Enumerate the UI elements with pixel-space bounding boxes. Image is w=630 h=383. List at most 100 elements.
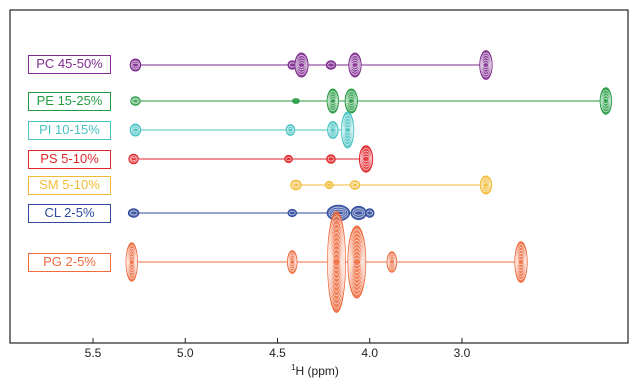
contour-ring	[343, 123, 352, 137]
contour-peak	[129, 58, 142, 72]
series-layer	[125, 50, 613, 313]
contour-ring	[285, 156, 292, 162]
x-axis-tick-label: 3.0	[454, 346, 471, 360]
contour-ring	[288, 254, 297, 270]
contour-ring	[132, 99, 139, 103]
contour-peak	[325, 60, 337, 70]
contour-ring	[354, 210, 364, 216]
contour-ring	[286, 126, 295, 134]
contour-peak	[479, 50, 493, 80]
contour-ring	[364, 208, 375, 218]
x-axis: 5.5 5.0 4.5 4.0 3.0	[85, 338, 471, 360]
contour-ring	[480, 52, 492, 78]
contour-ring	[515, 244, 527, 280]
contour-ring	[350, 57, 360, 73]
contour-ring	[297, 59, 306, 71]
contour-ring	[347, 95, 356, 107]
plot-frame	[9, 9, 629, 344]
contour-peak	[284, 154, 293, 164]
contour-ring	[479, 175, 493, 195]
contour-ring	[516, 252, 526, 272]
contour-ring	[359, 148, 373, 170]
contour-ring	[350, 243, 364, 281]
contour-ring	[389, 259, 395, 265]
contour-peak	[326, 154, 336, 164]
contour-peak	[286, 250, 298, 274]
contour-ring	[517, 255, 525, 269]
contour-ring	[516, 249, 526, 275]
contour-ring	[343, 120, 353, 140]
contour-ring	[366, 210, 373, 216]
contour-ring	[350, 59, 360, 71]
series-group	[130, 87, 613, 115]
contour-peak	[290, 179, 302, 191]
contour-ring	[328, 125, 337, 135]
contour-peak	[340, 111, 355, 149]
x-axis-title-text: H (ppm)	[295, 364, 339, 378]
legend-item: PC 45-50%	[28, 55, 111, 74]
contour-peak	[130, 96, 141, 106]
contour-ring	[348, 232, 365, 292]
contour-ring	[291, 181, 301, 189]
contour-ring	[127, 253, 136, 271]
contour-ring	[344, 88, 358, 114]
contour-ring	[128, 258, 135, 266]
contour-ring	[129, 210, 138, 216]
contour-ring	[328, 93, 338, 109]
contour-ring	[324, 180, 334, 190]
contour-ring	[294, 52, 309, 78]
legend-item: PG 2-5%	[28, 253, 111, 272]
contour-peak	[292, 98, 300, 104]
contour-ring	[326, 88, 340, 114]
series-group	[129, 50, 493, 80]
contour-ring	[482, 59, 490, 71]
x-axis-tick-label: 5.5	[85, 346, 102, 360]
contour-ring	[601, 92, 611, 110]
contour-ring	[130, 125, 140, 135]
contour-ring	[351, 183, 359, 187]
contour-ring	[352, 254, 362, 270]
contour-ring	[602, 95, 610, 107]
contour-ring	[130, 60, 140, 70]
contour-peak	[327, 211, 346, 313]
contour-ring	[348, 229, 366, 295]
contour-ring	[296, 57, 307, 73]
contour-peak	[125, 242, 138, 282]
contour-peak	[327, 121, 339, 139]
contour-ring	[350, 181, 360, 189]
contour-ring	[292, 98, 300, 104]
contour-ring	[344, 126, 351, 134]
contour-ring	[342, 117, 353, 143]
contour-ring	[349, 236, 365, 288]
legend-item: CL 2-5%	[28, 204, 111, 223]
contour-ring	[349, 55, 361, 75]
contour-ring	[331, 244, 342, 280]
contour-ring	[332, 257, 341, 267]
contour-ring	[126, 245, 138, 279]
contour-peak	[326, 88, 340, 114]
contour-ring	[325, 60, 337, 70]
contour-ring	[345, 91, 357, 111]
legend-item: PE 15-25%	[28, 92, 111, 111]
contour-peak	[514, 241, 528, 283]
contour-peak	[364, 208, 375, 218]
contour-ring	[362, 156, 370, 162]
series-group	[290, 175, 493, 195]
contour-ring	[288, 210, 296, 216]
contour-ring	[130, 157, 137, 161]
contour-ring	[327, 215, 346, 309]
contour-ring	[351, 247, 363, 277]
contour-ring	[351, 62, 359, 68]
contour-peak	[324, 180, 334, 190]
contour-peak	[294, 52, 309, 78]
contour-ring	[329, 98, 336, 104]
contour-ring	[287, 127, 294, 133]
contour-ring	[480, 55, 492, 75]
contour-ring	[358, 145, 374, 173]
contour-ring	[287, 252, 297, 272]
contour-ring	[600, 90, 612, 112]
contour-ring	[129, 155, 138, 163]
contour-ring	[348, 52, 362, 78]
contour-ring	[127, 208, 140, 218]
